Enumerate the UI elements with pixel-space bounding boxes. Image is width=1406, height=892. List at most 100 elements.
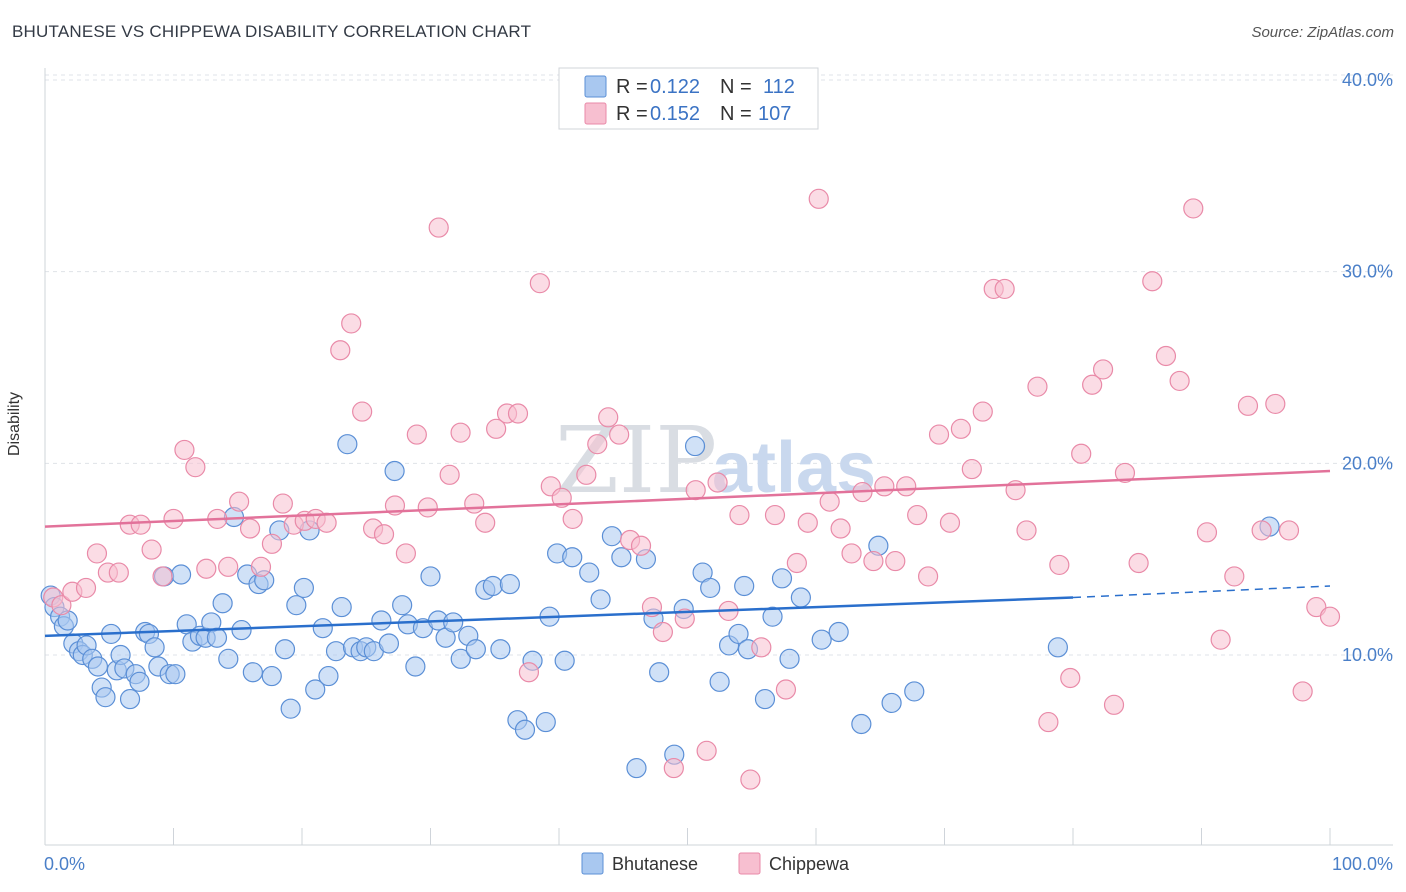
chippewa-point (729, 504, 750, 526)
chippewa-point (51, 595, 72, 616)
chippewa-point (775, 679, 797, 700)
legend-n-label-1: N = (720, 76, 752, 98)
chippewa-point (239, 518, 261, 539)
chippewa-point (830, 518, 851, 539)
chippewa-point (1224, 566, 1245, 587)
chippewa-point (1306, 596, 1327, 618)
chippewa-point (551, 487, 572, 508)
bhutanese-point (392, 595, 413, 616)
bhutanese-point (590, 589, 611, 610)
chippewa-point (406, 424, 427, 445)
chippewa-point (928, 424, 950, 445)
chippewa-point (1196, 522, 1218, 543)
bhutanese-trend-line (44, 596, 1074, 638)
chippewa-point (874, 476, 895, 497)
bhutanese-point (371, 610, 392, 631)
legend-r-value-2: 0.152 (650, 103, 700, 125)
bhutanese-point (286, 595, 307, 616)
bhutanese-point (87, 656, 109, 677)
bhutanese-point (443, 612, 464, 633)
chippewa-point (417, 497, 438, 518)
bhutanese-point (684, 435, 706, 457)
legend-n-value-1: 112 (763, 76, 795, 98)
bhutanese-point (579, 562, 600, 583)
bhutanese-point (779, 648, 800, 669)
chippewa-point (439, 464, 460, 485)
chippewa-point (751, 637, 772, 658)
bhutanese-point (734, 575, 755, 597)
chippewa-point (841, 543, 862, 564)
chippewa-point (1027, 376, 1048, 397)
chippewa-point (1169, 370, 1190, 392)
chippewa-point (1292, 681, 1313, 702)
chippewa-point (163, 508, 184, 530)
bottom-legend-label-chippewa: Chippewa (769, 854, 850, 874)
chippewa-point (740, 769, 761, 790)
bottom-legend-swatch-bhutanese (581, 852, 604, 875)
chippewa-point (373, 524, 395, 545)
chippewa-point (428, 217, 449, 238)
bhutanese-point (881, 692, 902, 714)
chippewa-point (352, 401, 373, 422)
chippewa-point (1016, 520, 1037, 541)
chippewa-point (1060, 667, 1081, 689)
chippewa-point (587, 434, 608, 455)
chippewa-point (885, 550, 906, 572)
chippewa-point (576, 464, 597, 485)
bhutanese-point (170, 564, 192, 585)
bhutanese-point (700, 577, 721, 599)
y-tick-label-10: 10.0% (1342, 645, 1393, 665)
legend-n-value-2: 107 (758, 103, 791, 125)
chippewa-point (1092, 359, 1114, 380)
bhutanese-point (337, 434, 358, 455)
bottom-legend-label-bhutanese: Bhutanese (612, 854, 698, 874)
chippewa-point (86, 543, 108, 564)
legend-r-label-1: R = (616, 76, 648, 98)
series-legend: Bhutanese Chippewa (581, 852, 850, 875)
chippewa-point (939, 512, 961, 533)
bhutanese-point (482, 575, 503, 597)
legend-swatch-bhutanese (584, 75, 607, 98)
chippewa-point (130, 514, 151, 535)
bhutanese-point (499, 573, 520, 595)
chippewa-point (808, 188, 829, 209)
bhutanese-point (378, 633, 400, 654)
chippewa-point (685, 480, 706, 501)
bhutanese-point (231, 619, 252, 641)
chippewa-point (1265, 393, 1286, 415)
chippewa-point (218, 556, 239, 577)
chippewa-point (663, 757, 684, 779)
bhutanese-point (331, 596, 352, 618)
bhutanese-point (465, 639, 486, 660)
chippewa-point (907, 504, 928, 526)
bottom-legend-swatch-chippewa (738, 852, 761, 875)
bhutanese-point (562, 547, 583, 568)
chippewa-point (250, 556, 272, 577)
chippewa-point (1251, 520, 1272, 541)
chippewa-point (108, 562, 129, 583)
bhutanese-point (904, 681, 925, 702)
chippewa-point (330, 340, 351, 361)
chippewa-point (1071, 443, 1092, 464)
chippewa-point (1128, 552, 1149, 574)
chippewa-point (529, 273, 550, 294)
chippewa-point (1183, 198, 1204, 219)
chippewa-point (707, 472, 728, 493)
bhutanese-point (611, 547, 632, 568)
bhutanese-point (261, 665, 282, 687)
chippewa-point (917, 566, 939, 587)
chippewa-point (764, 504, 786, 526)
bhutanese-point (312, 618, 333, 639)
y-tick-label-20: 20.0% (1342, 453, 1393, 473)
y-tick-labels: 10.0% 20.0% 30.0% 40.0% (1342, 70, 1393, 665)
chippewa-point (674, 608, 695, 629)
chippewa-point (652, 621, 673, 643)
chippewa-point (950, 418, 972, 439)
chippewa-point (1155, 345, 1177, 367)
chippewa-point (696, 740, 717, 761)
chippewa-point (961, 458, 982, 480)
chippewa-point (1319, 606, 1341, 627)
chippewa-point (1237, 395, 1259, 416)
bhutanese-point (129, 671, 150, 692)
bhutanese-point (165, 664, 186, 685)
